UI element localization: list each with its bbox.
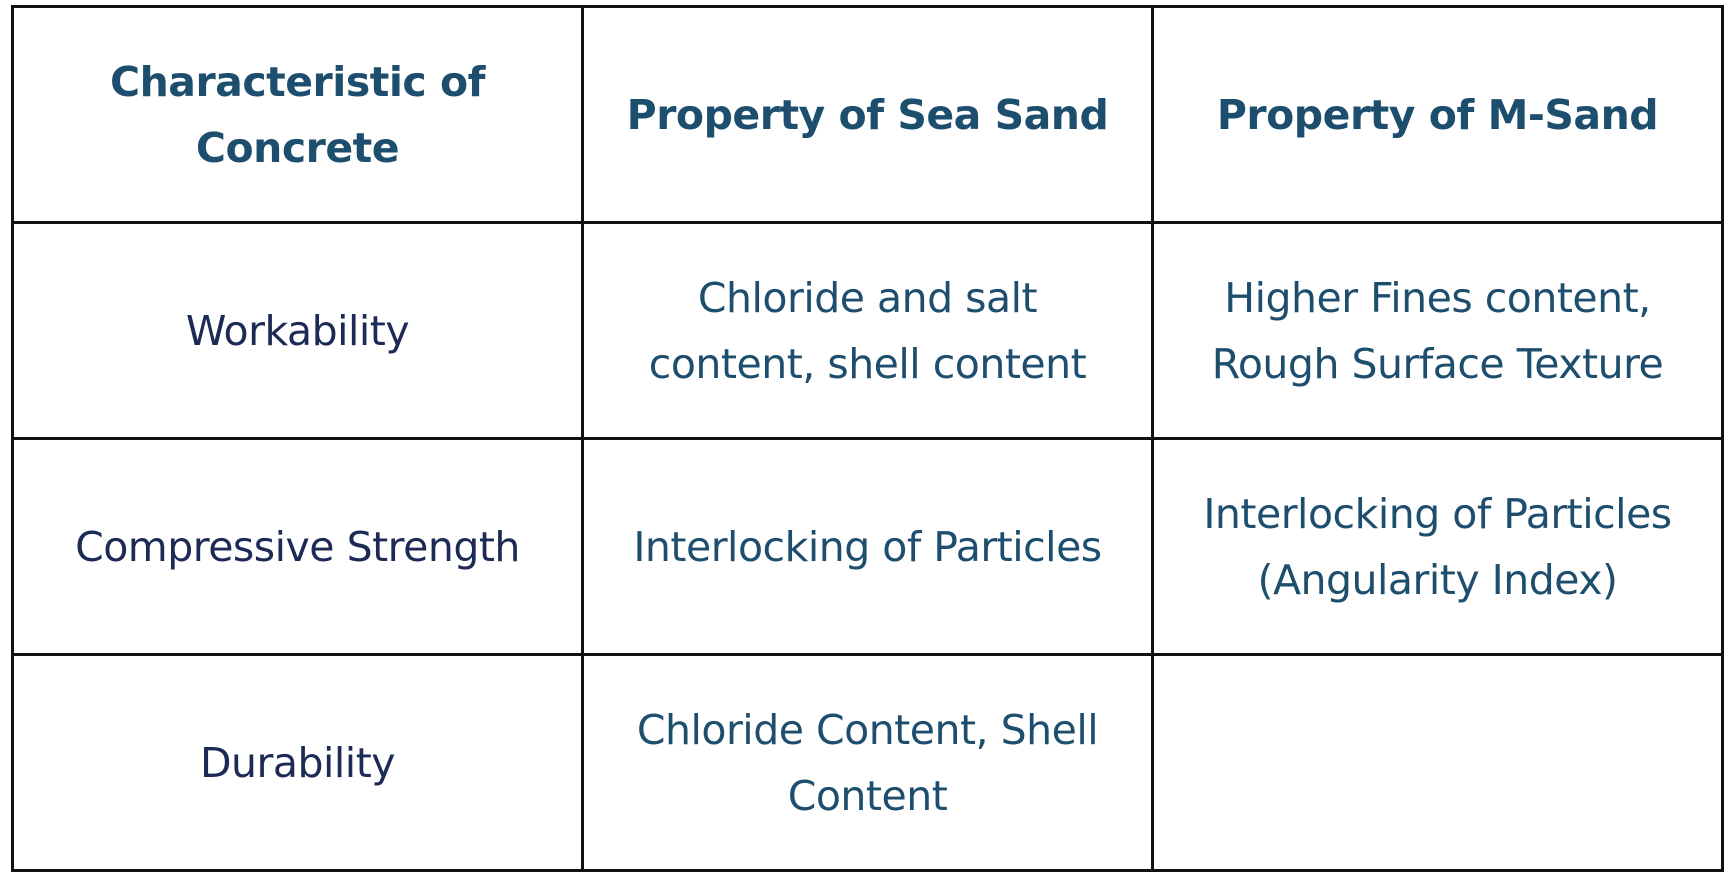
row-characteristic-durability: Durability [11, 653, 584, 872]
row-characteristic-workability: Workability [11, 221, 584, 440]
cell-sea-sand-compressive-strength: Interlocking of Particles [581, 437, 1154, 656]
header-m-sand: Property of M-Sand [1151, 5, 1724, 224]
cell-m-sand-compressive-strength: Interlocking of Particles (Angularity In… [1151, 437, 1724, 656]
table-row: Compressive Strength Interlocking of Par… [11, 437, 1724, 656]
cell-m-sand-workability: Higher Fines content, Rough Surface Text… [1151, 221, 1724, 440]
table-row: Durability Chloride Content, Shell Conte… [11, 653, 1724, 872]
row-characteristic-compressive-strength: Compressive Strength [11, 437, 584, 656]
comparison-table: Characteristic of Concrete Property of S… [11, 5, 1724, 872]
table-row: Workability Chloride and salt content, s… [11, 221, 1724, 440]
header-row: Characteristic of Concrete Property of S… [11, 5, 1724, 224]
cell-sea-sand-durability: Chloride Content, Shell Content [581, 653, 1154, 872]
header-sea-sand: Property of Sea Sand [581, 5, 1154, 224]
cell-sea-sand-workability: Chloride and salt content, shell content [581, 221, 1154, 440]
cell-m-sand-durability [1151, 653, 1724, 872]
header-characteristic: Characteristic of Concrete [11, 5, 584, 224]
